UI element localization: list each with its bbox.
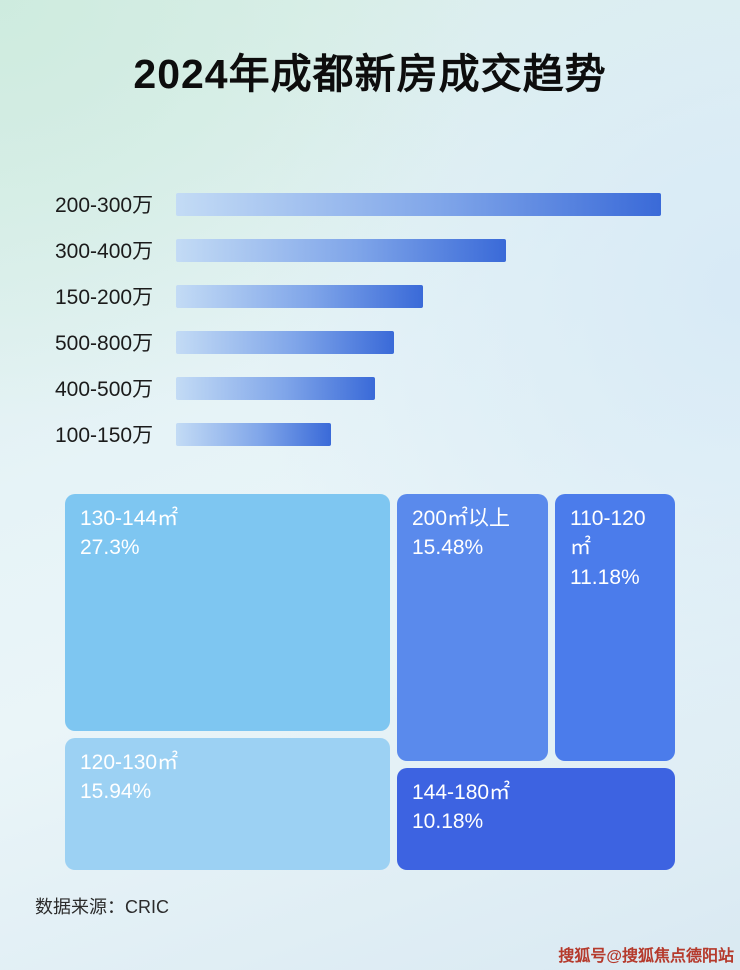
data-source-label: 数据来源：CRIC	[35, 897, 169, 917]
bar-fill	[176, 422, 332, 446]
bar-row: 500-800万	[55, 319, 661, 365]
bar-row: 200-300万	[55, 181, 661, 227]
watermark-label: 搜狐号@搜狐焦点德阳站	[558, 948, 734, 965]
bar-row: 100-150万	[55, 411, 661, 457]
treemap-block-label: 130-144㎡	[80, 507, 179, 530]
treemap-block-percent: 10.18%	[412, 810, 484, 834]
treemap-block-percent: 27.3%	[80, 536, 140, 560]
bar-label: 500-800万	[55, 332, 154, 355]
bar-fill	[176, 330, 395, 354]
bar-label: 200-300万	[55, 194, 154, 217]
treemap-block-144-180: 144-180㎡ 10.18%	[397, 768, 675, 870]
treemap-block-label: 120-130㎡	[80, 751, 179, 774]
bar-label: 100-150万	[55, 424, 154, 447]
bar-row: 400-500万	[55, 365, 661, 411]
bar-fill	[176, 192, 661, 216]
bar-label: 150-200万	[55, 286, 154, 309]
treemap-block-200-plus: 200㎡以上 15.48%	[397, 494, 548, 761]
treemap-block-label: 200㎡以上	[412, 507, 511, 530]
bar-track	[176, 192, 661, 216]
bar-track	[176, 376, 661, 400]
bar-row: 150-200万	[55, 273, 661, 319]
bar-chart: 200-300万 300-400万 150-200万 500-800万 400-	[55, 181, 661, 457]
treemap-block-percent: 11.18%	[570, 565, 640, 589]
bar-fill	[176, 376, 375, 400]
bar-track	[176, 330, 661, 354]
treemap-block-label: 110-120㎡	[570, 507, 646, 560]
bar-label: 400-500万	[55, 378, 154, 401]
treemap-block-percent: 15.48%	[412, 536, 484, 560]
treemap-block-110-120: 110-120㎡ 11.18%	[555, 494, 675, 761]
treemap-block-130-144: 130-144㎡ 27.3%	[65, 494, 390, 731]
bar-track	[176, 238, 661, 262]
treemap-chart: 130-144㎡ 27.3% 120-130㎡ 15.94% 200㎡以上 15…	[65, 494, 675, 870]
bar-fill	[176, 284, 424, 308]
treemap-block-label: 144-180㎡	[412, 781, 511, 804]
bar-track	[176, 284, 661, 308]
treemap-block-120-130: 120-130㎡ 15.94%	[65, 738, 390, 870]
bar-track	[176, 422, 661, 446]
bar-fill	[176, 238, 506, 262]
page-title: 2024年成都新房成交趋势	[133, 51, 607, 97]
bar-row: 300-400万	[55, 227, 661, 273]
treemap-block-percent: 15.94%	[80, 780, 152, 804]
bar-label: 300-400万	[55, 240, 154, 263]
